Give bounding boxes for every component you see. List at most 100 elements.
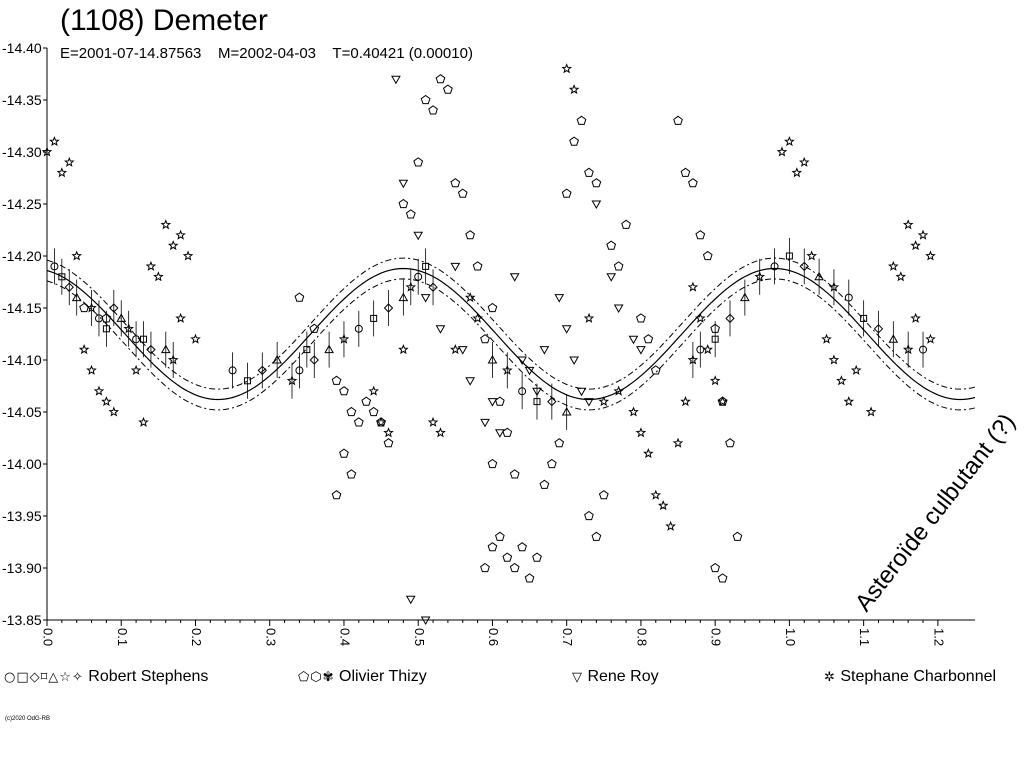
legend-entry-rene-roy: ▽ Rene Roy bbox=[572, 668, 659, 686]
data-point bbox=[910, 240, 921, 251]
data-point bbox=[696, 345, 705, 354]
data-point bbox=[309, 323, 320, 333]
data-point bbox=[383, 303, 394, 313]
data-point bbox=[650, 489, 662, 500]
legend-entry-olivier-thizy: ⬠⬡✾ Olivier Thizy bbox=[298, 668, 427, 686]
data-point bbox=[450, 262, 461, 272]
data-point bbox=[732, 531, 743, 541]
y-tick-label: -14.40 bbox=[2, 40, 42, 56]
chart-axes: -14.40 -14.35 -14.30 -14.25 -14.20 -14.15 -14.… bbox=[2, 40, 975, 646]
data-point bbox=[547, 458, 557, 469]
data-point bbox=[413, 157, 424, 167]
data-point bbox=[680, 396, 691, 407]
data-point bbox=[754, 271, 765, 282]
data-point bbox=[427, 416, 439, 427]
data-point bbox=[711, 335, 719, 343]
data-point bbox=[487, 354, 498, 364]
data-point bbox=[895, 271, 907, 282]
data-point bbox=[561, 63, 572, 74]
x-tick-label: 0.7 bbox=[560, 628, 575, 646]
legend-entry-robert-stephens: ○□◇⌑△☆✧ Robert Stephens bbox=[4, 668, 208, 686]
data-point bbox=[673, 115, 683, 125]
data-point bbox=[108, 406, 120, 417]
data-point bbox=[502, 552, 513, 562]
data-point bbox=[902, 219, 914, 230]
data-point bbox=[405, 595, 416, 605]
x-tick-label: 1.1 bbox=[857, 628, 872, 646]
data-point bbox=[628, 406, 639, 417]
data-point bbox=[295, 366, 304, 375]
data-point bbox=[450, 344, 461, 355]
data-point bbox=[167, 240, 179, 251]
data-point bbox=[487, 302, 498, 313]
data-point bbox=[71, 292, 82, 302]
data-point bbox=[428, 282, 438, 292]
y-tick-label: -14.30 bbox=[2, 144, 42, 160]
data-point bbox=[145, 260, 157, 271]
data-point bbox=[435, 427, 446, 438]
data-point bbox=[672, 437, 684, 448]
data-point bbox=[353, 417, 364, 427]
data-point bbox=[370, 314, 378, 322]
data-point bbox=[584, 167, 594, 177]
data-point bbox=[435, 325, 446, 334]
data-point bbox=[613, 304, 624, 314]
data-points bbox=[41, 63, 936, 626]
data-point bbox=[86, 364, 97, 375]
x-tick-label: 0.9 bbox=[709, 628, 724, 646]
data-point bbox=[450, 178, 461, 188]
data-point bbox=[621, 219, 631, 229]
data-point bbox=[495, 429, 505, 438]
data-point bbox=[64, 156, 75, 167]
legend-label-robert-stephens: Robert Stephens bbox=[88, 668, 209, 685]
y-tick-label: -14.20 bbox=[2, 248, 42, 264]
legend-label-rene-roy: Rene Roy bbox=[587, 668, 659, 685]
data-point bbox=[518, 387, 527, 396]
data-point bbox=[695, 312, 706, 323]
data-point bbox=[613, 261, 624, 271]
data-point bbox=[539, 346, 550, 355]
data-point bbox=[182, 250, 194, 261]
y-tick-label: -14.35 bbox=[2, 92, 42, 108]
data-point bbox=[791, 167, 803, 178]
data-point bbox=[472, 312, 483, 323]
data-point bbox=[339, 386, 349, 396]
data-point bbox=[243, 377, 251, 385]
data-point bbox=[153, 271, 164, 282]
data-point bbox=[294, 292, 305, 302]
data-point bbox=[109, 303, 119, 313]
data-point bbox=[420, 94, 431, 105]
data-point bbox=[413, 231, 424, 241]
legend-symbols-robert-stephens: ○□◇⌑△☆✧ bbox=[4, 670, 84, 685]
x-tick-label: 0.2 bbox=[189, 628, 204, 646]
y-tick-label: -13.90 bbox=[2, 560, 42, 576]
data-point bbox=[919, 345, 928, 354]
x-tick-label: 0.1 bbox=[115, 628, 130, 646]
data-point bbox=[784, 136, 795, 147]
data-point bbox=[517, 542, 527, 552]
data-point bbox=[799, 261, 809, 272]
data-point bbox=[116, 313, 127, 322]
data-point bbox=[688, 178, 698, 188]
data-point bbox=[524, 573, 535, 583]
data-point bbox=[509, 562, 520, 573]
series-rene-roy bbox=[391, 75, 646, 626]
data-point bbox=[175, 312, 186, 323]
data-point bbox=[865, 406, 877, 417]
data-point bbox=[799, 156, 810, 167]
data-point bbox=[49, 136, 60, 147]
data-point bbox=[844, 293, 853, 302]
data-point bbox=[132, 335, 141, 344]
data-point bbox=[635, 427, 647, 438]
data-point bbox=[272, 354, 283, 364]
data-point bbox=[303, 346, 311, 354]
data-point bbox=[457, 188, 468, 198]
data-point bbox=[309, 355, 319, 365]
fit-curve-main bbox=[46, 267, 976, 401]
data-point bbox=[167, 354, 179, 365]
data-point bbox=[584, 510, 594, 521]
series-robert-stephens bbox=[50, 238, 928, 430]
data-point bbox=[398, 292, 409, 302]
data-point bbox=[739, 292, 750, 302]
data-point bbox=[405, 281, 417, 292]
